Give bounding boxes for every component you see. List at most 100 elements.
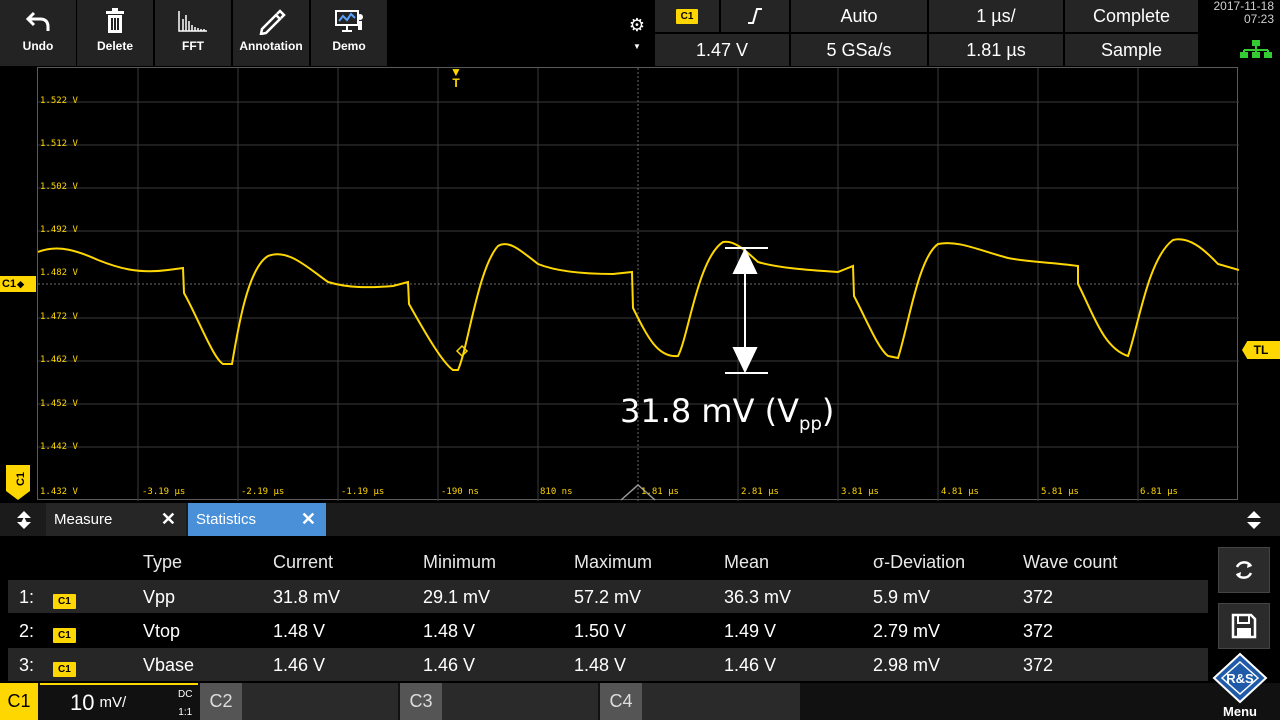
waveform-display[interactable] xyxy=(37,67,1239,501)
delete-button[interactable]: Delete xyxy=(77,0,153,66)
chevron-down-icon: ▼ xyxy=(633,41,641,51)
acquisition-mode[interactable]: Sample xyxy=(1065,34,1198,66)
fft-button[interactable]: FFT xyxy=(155,0,231,66)
date-time: 2017-11-18 07:23 xyxy=(1214,0,1275,26)
time-offset[interactable]: 1.81 µs xyxy=(929,34,1063,66)
delete-label: Delete xyxy=(96,39,134,53)
channel-badge: C1 xyxy=(53,662,76,677)
y-tick-label: 1.482 V xyxy=(40,268,78,278)
x-tick-label: -3.19 µs xyxy=(142,487,186,497)
gear-icon: ⚙ xyxy=(628,14,646,35)
time-scale[interactable]: 1 µs/ xyxy=(929,0,1063,32)
cell-type: Vtop xyxy=(143,621,181,641)
row-index: 2: xyxy=(19,621,35,641)
trigger-level[interactable]: 1.47 V xyxy=(655,34,789,66)
resize-arrows-icon[interactable] xyxy=(14,509,34,531)
trigger-slope[interactable] xyxy=(721,0,789,32)
channel-c2-button[interactable]: C2 xyxy=(200,683,398,720)
table-row[interactable]: 2: C1 Vtop 1.48 V 1.48 V 1.50 V 1.49 V 2… xyxy=(8,614,1208,647)
save-statistics-button[interactable] xyxy=(1218,603,1270,649)
row-index: 1: xyxy=(19,587,35,607)
menu-button[interactable]: R&S Menu xyxy=(1208,652,1272,719)
refresh-icon xyxy=(1235,561,1253,579)
channel-badge-wrap: C1 xyxy=(53,656,76,677)
cell-current: 1.48 V xyxy=(273,621,326,641)
c1-coupling: DC xyxy=(178,689,193,700)
cell-deviation: 2.98 mV xyxy=(873,655,941,675)
cell-current: 1.46 V xyxy=(273,655,326,675)
channel-c3-button[interactable]: C3 xyxy=(400,683,598,720)
channel-c4-button[interactable]: C4 xyxy=(600,683,800,720)
menu-label: Menu xyxy=(1223,704,1257,719)
tab-statistics[interactable]: Statistics ✕ xyxy=(188,503,326,536)
undo-icon xyxy=(25,11,50,31)
x-tick-label: 2.81 µs xyxy=(741,487,779,497)
trigger-level-marker[interactable]: TL xyxy=(1242,341,1280,359)
column-header-mean: Mean xyxy=(724,552,770,572)
x-tick-label: 5.81 µs xyxy=(1041,487,1079,497)
resize-arrows-icon-right[interactable] xyxy=(1244,509,1264,531)
cell-current: 31.8 mV xyxy=(273,587,341,607)
network-icon xyxy=(1240,40,1272,58)
logo-text: R&S xyxy=(1226,671,1254,686)
y-tick-label: 1.512 V xyxy=(40,139,78,149)
save-icon xyxy=(1231,613,1257,639)
cell-maximum: 1.48 V xyxy=(574,655,627,675)
cell-mean: 1.46 V xyxy=(724,655,777,675)
table-row[interactable]: 3: C1 Vbase 1.46 V 1.46 V 1.48 V 1.46 V … xyxy=(8,648,1208,681)
acquisition-state[interactable]: Complete xyxy=(1065,0,1198,32)
y-tick-label: 1.472 V xyxy=(40,312,78,322)
vpp-close: ) xyxy=(821,392,835,430)
c3-label: C3 xyxy=(400,683,442,720)
reset-statistics-button[interactable] xyxy=(1218,547,1270,593)
trigger-point-marker xyxy=(455,344,469,358)
vpp-subscript: pp xyxy=(799,413,822,435)
tab-measure-label: Measure xyxy=(54,511,113,528)
channel-c1-button[interactable]: C1 xyxy=(0,683,38,720)
close-icon[interactable]: ✕ xyxy=(300,509,316,529)
vpp-measurement-label: 31.8 mV (Vpp) xyxy=(620,392,834,434)
undo-button[interactable]: Undo xyxy=(0,0,76,66)
tab-measure[interactable]: Measure ✕ xyxy=(46,503,186,536)
cell-deviation: 2.79 mV xyxy=(873,621,941,641)
channel-badge: C1 xyxy=(53,594,76,609)
x-tick-label: -1.19 µs xyxy=(341,487,385,497)
table-row[interactable]: 1: C1 Vpp 31.8 mV 29.1 mV 57.2 mV 36.3 m… xyxy=(8,580,1208,613)
trash-icon xyxy=(106,8,124,33)
demo-button[interactable]: Demo xyxy=(311,0,387,66)
c1-coupling-group: DC 1:1 xyxy=(178,686,192,720)
cell-minimum: 1.46 V xyxy=(423,655,476,675)
close-icon[interactable]: ✕ xyxy=(160,509,176,529)
x-tick-label: 6.81 µs xyxy=(1140,487,1178,497)
trigger-source[interactable]: C1 xyxy=(655,0,719,32)
svg-text:C1: C1 xyxy=(15,472,27,486)
channel-bar: C1 10 mV/ DC 1:1 C2 C3 C4 xyxy=(0,683,1280,720)
y-tick-label: 1.442 V xyxy=(40,442,78,452)
settings-button[interactable]: ⚙ ▼ xyxy=(622,0,652,66)
time-text: 07:23 xyxy=(1243,12,1274,26)
channel-c1-settings[interactable]: 10 mV/ DC 1:1 xyxy=(40,683,198,720)
sample-rate[interactable]: 5 GSa/s xyxy=(791,34,927,66)
x-tick-label: 3.81 µs xyxy=(841,487,879,497)
c1-trace xyxy=(38,238,1239,371)
trigger-marker-label: T xyxy=(452,76,460,90)
trigger-position-marker[interactable]: ▼ T xyxy=(449,65,463,93)
time-reference-marker xyxy=(620,483,656,501)
c1-scale-handle[interactable]: C1 xyxy=(0,465,36,501)
c1-probe: 1:1 xyxy=(178,707,193,718)
trigger-arrow-icon: ▼ xyxy=(450,65,462,79)
cell-minimum: 29.1 mV xyxy=(423,587,491,607)
trigger-mode[interactable]: Auto xyxy=(791,0,927,32)
annotation-label: Annotation xyxy=(239,39,303,53)
annotation-button[interactable]: Annotation xyxy=(233,0,309,66)
cell-maximum: 1.50 V xyxy=(574,621,627,641)
cell-minimum: 1.48 V xyxy=(423,621,476,641)
y-tick-label: 1.432 V xyxy=(40,487,78,497)
vpp-measurement-marker xyxy=(725,247,768,374)
c1-offset-marker[interactable]: C1 ◆ xyxy=(0,276,36,292)
y-tick-label: 1.492 V xyxy=(40,225,78,235)
x-tick-label: -190 ns xyxy=(441,487,479,497)
c1-scale: 10 xyxy=(70,689,95,715)
c1-label: C1 xyxy=(7,691,31,711)
fft-spectrum-icon xyxy=(178,11,207,32)
